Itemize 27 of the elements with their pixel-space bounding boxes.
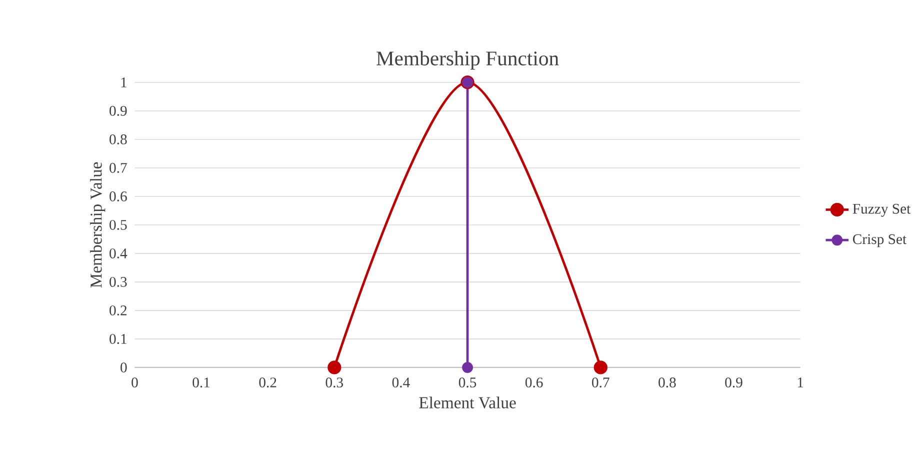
y-tick-label: 0.2 — [110, 306, 127, 316]
chart-title: Membership Function — [376, 51, 559, 70]
x-tick-label: 0.9 — [725, 378, 742, 388]
legend-label: Fuzzy Set — [852, 204, 911, 217]
x-tick-label: 0.8 — [658, 378, 676, 388]
x-tick-label: 0.4 — [392, 378, 410, 388]
x-tick-label: 0.6 — [525, 378, 543, 388]
x-tick-label: 0.5 — [458, 378, 476, 388]
x-tick-label: 1 — [798, 378, 804, 388]
legend-label: Crisp Set — [852, 234, 906, 248]
x-tick-label: 0.2 — [259, 378, 276, 388]
y-axis-title: Membership Value — [90, 162, 106, 288]
y-tick-label: 0.9 — [110, 106, 127, 116]
y-tick-label: 0.6 — [110, 192, 127, 202]
y-tick-label: 0.3 — [110, 277, 127, 288]
x-tick-label: 0.1 — [192, 378, 210, 388]
y-tick-label: 0.5 — [110, 220, 127, 230]
y-tick-label: 0 — [120, 362, 127, 373]
y-tick-label: 0.1 — [110, 334, 126, 344]
x-tick-label: 0.3 — [326, 378, 343, 388]
y-tick-label: 0.8 — [110, 134, 127, 145]
x-axis-title: Element Value — [419, 396, 516, 409]
x-tick-label: 0 — [132, 378, 138, 388]
y-tick-label: 0.4 — [110, 248, 128, 259]
y-tick-label: 1 — [121, 78, 126, 88]
x-tick-label: 0.7 — [592, 378, 610, 388]
y-tick-label: 0.7 — [110, 163, 127, 174]
